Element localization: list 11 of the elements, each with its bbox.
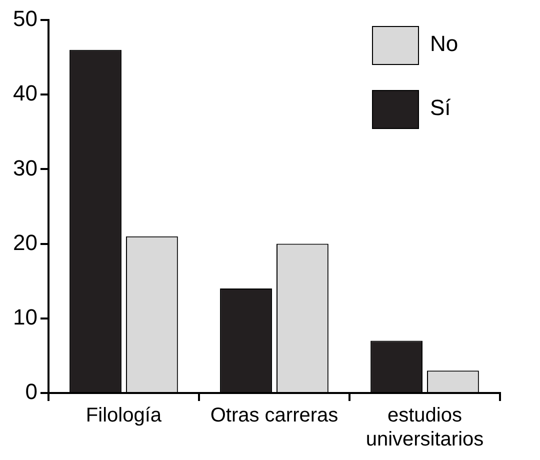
y-tick-label: 40 — [12, 80, 38, 106]
y-tick-label: 50 — [12, 6, 38, 32]
x-tick-label: Filología — [86, 404, 162, 427]
y-tick-label: 10 — [12, 304, 38, 330]
y-tick-label: 0 — [25, 379, 38, 404]
x-tick-label: Otras carreras — [210, 404, 338, 427]
x-tick-label: estudios universitarios — [366, 404, 484, 451]
legend-label: Sí — [430, 95, 451, 120]
y-tick-label: 20 — [12, 230, 38, 255]
y-tick-label: 30 — [12, 155, 38, 180]
legend-label: No — [430, 31, 458, 56]
